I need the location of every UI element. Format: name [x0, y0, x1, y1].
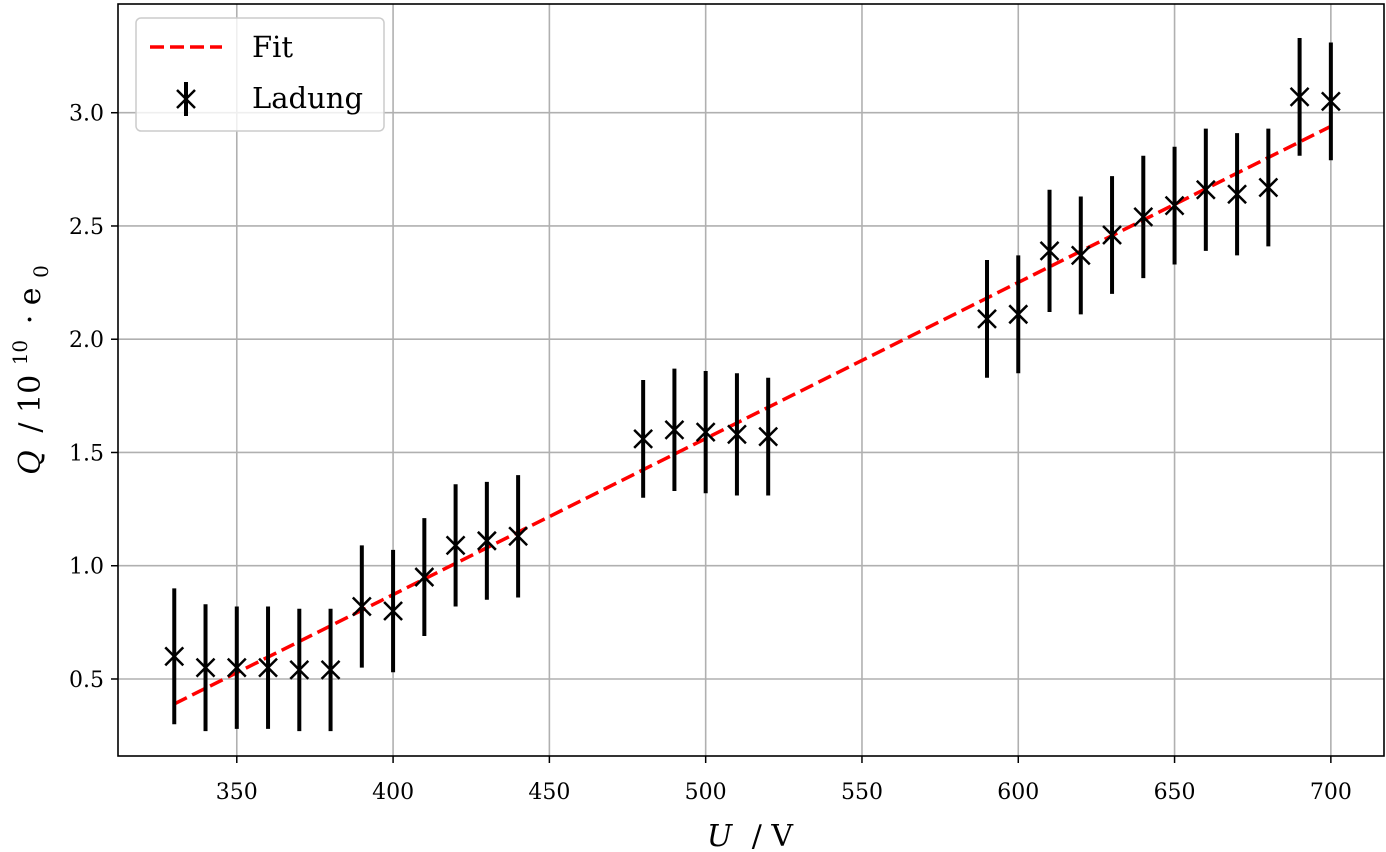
data-point-stroke [1133, 207, 1154, 227]
data-point-stroke [445, 535, 466, 556]
y-axis-exponent: 10 [8, 340, 32, 365]
fit-line [173, 124, 1332, 706]
data-point-stroke [1195, 179, 1216, 200]
data-point-stroke [1008, 304, 1029, 325]
y-axis-label: Q / 10 10 · e 0 [0, 265, 53, 475]
data-point [289, 660, 310, 680]
data-point [1227, 184, 1247, 205]
data-point [414, 567, 435, 587]
data-point-stroke [476, 530, 497, 551]
data-layer [164, 37, 1341, 732]
data-point [1070, 245, 1091, 266]
x-tick-label: 600 [997, 780, 1039, 805]
y-axis-variable: Q [13, 450, 48, 475]
data-point-stroke [1039, 241, 1060, 261]
y-tick-label: 3.0 [69, 102, 104, 127]
data-point-stroke [977, 308, 997, 329]
y-tick-label: 2.5 [69, 215, 104, 240]
data-point-stroke [758, 426, 779, 447]
data-point-stroke [1227, 184, 1247, 205]
data-point-stroke [320, 660, 341, 680]
legend-fit-label: Fit [252, 30, 293, 64]
fit-layer [173, 124, 1332, 706]
data-point [226, 657, 247, 678]
y-tick-label: 0.5 [69, 668, 104, 693]
x-tick-label: 350 [216, 780, 258, 805]
y-tick-label: 1.5 [69, 441, 104, 466]
y-tick-label: 1.0 [69, 555, 104, 580]
data-point [977, 308, 997, 329]
data-point [164, 646, 185, 667]
data-point [1320, 91, 1341, 112]
data-point-stroke [1258, 177, 1279, 198]
x-tick-label: 550 [841, 780, 883, 805]
data-point [1164, 195, 1185, 216]
data-point-stroke [226, 657, 247, 678]
data-point-stroke [1320, 91, 1341, 112]
data-point [383, 601, 403, 621]
data-point [1133, 207, 1154, 227]
data-point-stroke [258, 657, 278, 678]
x-axis-label: U / V [707, 819, 794, 852]
data-point-stroke [1070, 245, 1091, 266]
y-axis-subscript: 0 [29, 265, 53, 278]
legend-ladung-label: Ladung [252, 81, 363, 115]
data-point [195, 657, 216, 678]
data-point-stroke [195, 657, 216, 678]
data-point [1039, 241, 1060, 261]
data-point [351, 596, 372, 617]
x-tick-label: 700 [1310, 780, 1352, 805]
data-point [633, 429, 654, 449]
x-tick-label: 650 [1154, 780, 1196, 805]
data-point [1195, 179, 1216, 200]
x-tick-label: 400 [372, 780, 414, 805]
legend-ladung-marker [176, 82, 196, 116]
data-point-stroke [727, 424, 747, 445]
data-point [1102, 225, 1122, 245]
data-point-stroke [1289, 86, 1310, 107]
data-point-stroke [1164, 195, 1185, 216]
y-axis-tail: · e [13, 287, 48, 324]
data-point-stroke [1102, 225, 1122, 245]
data-point-stroke [164, 646, 185, 667]
data-point [727, 424, 747, 445]
data-point [445, 535, 466, 556]
data-point-stroke [351, 596, 372, 617]
data-point-stroke [695, 422, 716, 442]
data-point-stroke [508, 526, 529, 547]
tick-layer: 350 400 450 500 550 600 650 700 0.5 1.0 1.5 2.0 2.5 3… [69, 102, 1352, 805]
data-point-stroke [664, 419, 685, 440]
data-point [1008, 304, 1029, 325]
data-point-stroke [633, 429, 654, 449]
data-point-stroke [383, 601, 403, 621]
data-point [664, 419, 685, 440]
x-axis-unit: / V [752, 819, 795, 852]
y-tick-label: 2.0 [69, 328, 104, 353]
x-axis-variable: U [707, 819, 734, 852]
data-point [1258, 177, 1279, 198]
data-point [320, 660, 341, 680]
y-axis-unit: / 10 [13, 375, 48, 433]
legend: Fit Ladung [135, 17, 385, 132]
data-point-stroke [414, 567, 435, 587]
data-point [695, 422, 716, 442]
data-point [258, 657, 278, 678]
plot-area-frame [117, 3, 1385, 757]
x-tick-label: 450 [528, 780, 570, 805]
data-point-stroke [289, 660, 310, 680]
data-point [758, 426, 779, 447]
data-point [508, 526, 529, 547]
data-point [476, 530, 497, 551]
data-point [1289, 86, 1310, 107]
x-tick-label: 500 [685, 780, 727, 805]
